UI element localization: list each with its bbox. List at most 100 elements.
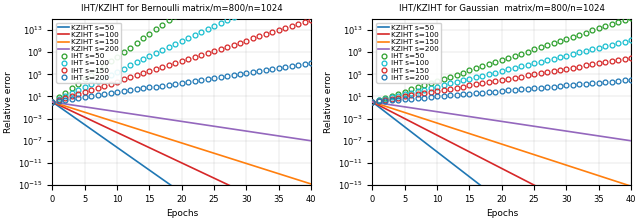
- KZIHT s=200: [440, 111, 447, 114]
- KZIHT s=150: [452, 128, 460, 131]
- Line: IHT s=50: IHT s=50: [370, 15, 634, 105]
- KZIHT s=150: [236, 160, 244, 163]
- IHT s=200: [165, 83, 173, 86]
- IHT s=200: [243, 72, 250, 74]
- IHT s=150: [563, 67, 570, 70]
- Line: KZIHT s=100: KZIHT s=100: [52, 102, 311, 222]
- IHT s=100: [401, 93, 408, 96]
- IHT s=200: [466, 92, 474, 95]
- IHT s=200: [294, 64, 302, 67]
- KZIHT s=100: [498, 167, 506, 170]
- IHT s=200: [282, 66, 289, 68]
- KZIHT s=100: [569, 204, 577, 206]
- IHT s=200: [172, 82, 179, 85]
- IHT s=200: [504, 89, 512, 92]
- KZIHT s=200: [550, 128, 557, 131]
- KZIHT s=150: [275, 172, 283, 175]
- IHT s=50: [459, 71, 467, 74]
- KZIHT s=100: [61, 107, 69, 109]
- KZIHT s=100: [479, 157, 486, 160]
- KZIHT s=150: [466, 132, 474, 135]
- KZIHT s=150: [126, 125, 134, 128]
- KZIHT s=50: [100, 137, 108, 140]
- IHT s=200: [401, 98, 408, 101]
- IHT s=50: [602, 25, 609, 28]
- Line: IHT s=200: IHT s=200: [50, 61, 314, 105]
- IHT s=150: [589, 63, 596, 66]
- IHT s=200: [126, 89, 134, 92]
- IHT s=50: [420, 84, 428, 87]
- IHT s=100: [479, 74, 486, 77]
- IHT s=150: [197, 54, 205, 56]
- KZIHT s=50: [197, 205, 205, 208]
- KZIHT s=50: [369, 101, 376, 103]
- IHT s=150: [446, 87, 454, 90]
- IHT s=200: [608, 80, 616, 83]
- IHT s=50: [472, 67, 480, 70]
- KZIHT s=200: [492, 119, 499, 122]
- KZIHT s=100: [452, 144, 460, 147]
- KZIHT s=100: [524, 180, 531, 183]
- IHT s=100: [165, 46, 173, 49]
- KZIHT s=50: [492, 195, 499, 198]
- IHT s=50: [517, 52, 525, 55]
- IHT s=200: [563, 84, 570, 87]
- KZIHT s=150: [288, 176, 296, 179]
- KZIHT s=200: [582, 133, 589, 135]
- IHT s=100: [485, 73, 493, 75]
- IHT s=100: [492, 71, 499, 74]
- IHT s=200: [204, 77, 211, 80]
- KZIHT s=150: [414, 115, 422, 118]
- IHT s=150: [524, 74, 531, 77]
- KZIHT s=100: [472, 154, 480, 157]
- IHT s=150: [178, 60, 186, 62]
- KZIHT s=200: [472, 116, 480, 119]
- KZIHT s=100: [159, 153, 166, 155]
- KZIHT s=200: [152, 116, 160, 119]
- IHT s=200: [288, 65, 296, 67]
- IHT s=100: [191, 34, 198, 36]
- KZIHT s=100: [113, 131, 121, 134]
- Line: IHT s=150: IHT s=150: [50, 18, 314, 105]
- KZIHT s=150: [369, 101, 376, 103]
- KZIHT s=200: [211, 125, 218, 128]
- IHT s=50: [504, 56, 512, 59]
- IHT s=50: [614, 21, 622, 23]
- KZIHT s=100: [602, 220, 609, 222]
- IHT s=150: [627, 56, 635, 59]
- KZIHT s=200: [401, 105, 408, 108]
- IHT s=200: [531, 87, 538, 89]
- KZIHT s=200: [452, 113, 460, 116]
- IHT s=100: [408, 91, 415, 94]
- KZIHT s=150: [563, 164, 570, 166]
- IHT s=100: [582, 50, 589, 52]
- IHT s=200: [524, 87, 531, 90]
- IHT s=100: [369, 101, 376, 103]
- KZIHT s=50: [159, 178, 166, 180]
- IHT s=50: [537, 46, 545, 49]
- KZIHT s=100: [563, 200, 570, 203]
- IHT s=200: [381, 100, 389, 102]
- Line: KZIHT s=50: KZIHT s=50: [372, 102, 631, 222]
- IHT s=50: [165, 19, 173, 22]
- IHT s=100: [427, 87, 435, 89]
- KZIHT s=150: [49, 101, 56, 103]
- KZIHT s=200: [94, 107, 102, 110]
- IHT s=150: [550, 70, 557, 72]
- IHT s=50: [621, 19, 628, 21]
- IHT s=150: [301, 21, 308, 24]
- KZIHT s=200: [427, 109, 435, 112]
- KZIHT s=100: [88, 119, 95, 122]
- IHT s=50: [132, 42, 140, 44]
- IHT s=200: [55, 100, 63, 102]
- IHT s=50: [427, 82, 435, 84]
- IHT s=100: [608, 43, 616, 46]
- KZIHT s=150: [394, 109, 402, 112]
- KZIHT s=50: [165, 182, 173, 185]
- KZIHT s=50: [524, 220, 531, 222]
- KZIHT s=200: [100, 109, 108, 111]
- KZIHT s=50: [466, 175, 474, 178]
- KZIHT s=50: [414, 136, 422, 138]
- IHT s=150: [94, 86, 102, 89]
- KZIHT s=100: [433, 134, 441, 137]
